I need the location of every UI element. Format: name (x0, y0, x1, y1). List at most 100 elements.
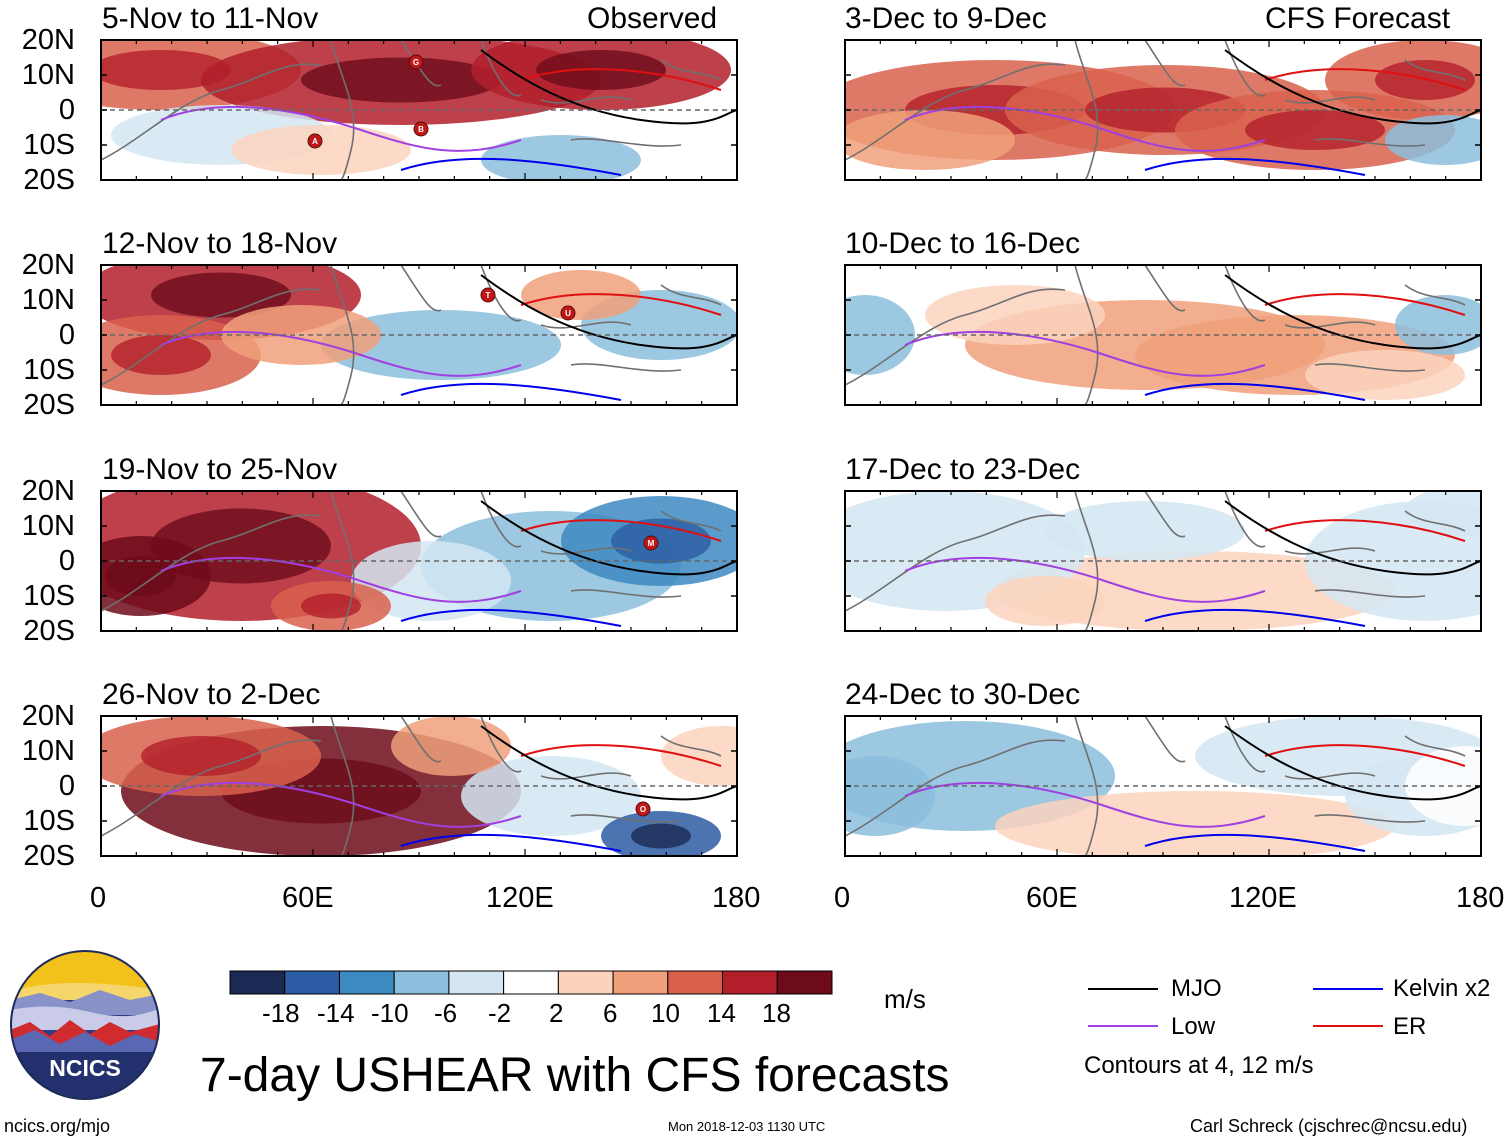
colorbar-swatch (612, 970, 669, 995)
shear-anomaly-core (631, 823, 691, 849)
contour-note: Contours at 4, 12 m/s (1084, 1052, 1314, 1079)
contour-er (520, 293, 722, 316)
colorbar-tick-label: -18 (262, 998, 300, 1028)
lat-tick-label: 10N (21, 284, 75, 316)
colorbar-tick-label: 14 (707, 998, 736, 1028)
colorbar-swatch (284, 970, 340, 995)
contour-mjo (480, 274, 737, 350)
coastline (845, 491, 1466, 631)
colorbar-swatch (722, 970, 778, 995)
colorbar-swatch (776, 970, 833, 995)
shear-anomaly-region (231, 125, 411, 175)
coastline (101, 265, 722, 405)
lat-tick-label: 10N (21, 510, 75, 542)
shear-anomaly-core (611, 518, 711, 564)
storm-label: T (486, 291, 491, 300)
colorbar (229, 970, 833, 995)
lon-tick-label: 60E (1026, 882, 1078, 914)
panel-title: 5-Nov to 11-Nov (102, 2, 319, 35)
storm-label: M (648, 539, 655, 548)
panels-layer: A B G T U M O (100, 39, 1482, 857)
lat-tick-label: 20N (21, 475, 75, 507)
shear-anomaly-region (1305, 350, 1465, 400)
lat-tick-label: 0 (58, 770, 75, 802)
contour-mjo (480, 500, 737, 576)
storm-label: G (413, 58, 419, 67)
storm-marker: G (408, 54, 424, 70)
shear-anomaly-region (321, 310, 561, 380)
shear-anomaly-core (141, 736, 261, 776)
contour-er (520, 744, 722, 767)
storm-marker: M (643, 535, 659, 551)
colorbar-swatch (229, 970, 286, 995)
map-panel (844, 715, 1482, 857)
shear-anomaly-core (151, 272, 291, 318)
shear-anomaly-region (1385, 115, 1481, 165)
storm-marker: T (480, 287, 496, 303)
lat-tick-label: 10S (23, 580, 75, 612)
map-panel (844, 264, 1482, 406)
lat-tick-label: 0 (58, 319, 75, 351)
storm-label: U (565, 309, 571, 318)
contour-kelvin (400, 833, 622, 852)
lon-tick-label: 120E (1229, 882, 1297, 914)
footer-url: ncics.org/mjo (4, 1116, 111, 1136)
lat-tick-label: 20S (23, 389, 75, 421)
figure-title: 7-day USHEAR with CFS forecasts (200, 1049, 950, 1102)
lat-tick-label: 10N (21, 735, 75, 767)
shear-anomaly-core (106, 556, 176, 596)
panel-title: 10-Dec to 16-Dec (845, 227, 1081, 260)
storm-marker: O (635, 801, 651, 817)
shear-anomaly-region (481, 135, 641, 180)
lon-tick-label: 180 (1456, 882, 1505, 914)
contour-er (1264, 68, 1466, 91)
contour-mjo (1224, 49, 1481, 125)
storm-marker: B (413, 121, 429, 137)
footer-author: Carl Schreck (cjschrec@ncsu.edu) (1190, 1116, 1468, 1136)
map-panel (100, 715, 738, 857)
contour-low (160, 330, 522, 377)
contour-low (904, 556, 1266, 603)
panel-title: 19-Nov to 25-Nov (102, 453, 338, 486)
footer-timestamp: Mon 2018-12-03 1130 UTC (668, 1119, 826, 1134)
colorbar-tick-label: 6 (603, 998, 618, 1028)
legend-label-er: ER (1393, 1013, 1427, 1040)
lat-tick-label: 0 (58, 94, 75, 126)
colorbar-tick-label: -14 (317, 998, 355, 1028)
map-panel (100, 490, 738, 632)
column-label-forecast: CFS Forecast (1265, 2, 1451, 35)
colorbar-swatch (667, 970, 724, 995)
coastline (101, 491, 722, 631)
lat-tick-label: 0 (58, 545, 75, 577)
contour-kelvin (1144, 833, 1366, 852)
contour-kelvin (400, 157, 622, 176)
contour-low (904, 105, 1266, 152)
colorbar-swatch (557, 970, 614, 995)
lat-tick-label: 10S (23, 805, 75, 837)
contour-mjo (1224, 274, 1481, 350)
lat-tick-label: 20N (21, 700, 75, 732)
legend-label-kelvin: Kelvin x2 (1393, 975, 1491, 1002)
contour-er (1264, 744, 1466, 767)
ncics-logo: NCICS (10, 950, 160, 1100)
lat-tick-label: 10S (23, 129, 75, 161)
contour-low (160, 556, 522, 603)
contour-mjo (480, 49, 737, 125)
colorbar-swatch (338, 970, 395, 995)
storm-label: O (640, 805, 646, 814)
contour-low (160, 105, 522, 152)
panel-title: 26-Nov to 2-Dec (102, 678, 321, 711)
legend-label-mjo: MJO (1171, 975, 1222, 1002)
panel-title: 3-Dec to 9-Dec (845, 2, 1047, 35)
column-label-observed: Observed (587, 2, 718, 35)
map-panel (844, 490, 1482, 632)
contour-kelvin (400, 382, 622, 401)
shear-anomaly-region (1045, 501, 1245, 561)
storm-label: A (312, 137, 318, 146)
storm-marker: U (560, 305, 576, 321)
colorbar-tick-label: 2 (549, 998, 564, 1028)
colorbar-tick-label: -10 (371, 998, 409, 1028)
lat-tick-label: 20S (23, 840, 75, 872)
map-panel (100, 264, 738, 406)
